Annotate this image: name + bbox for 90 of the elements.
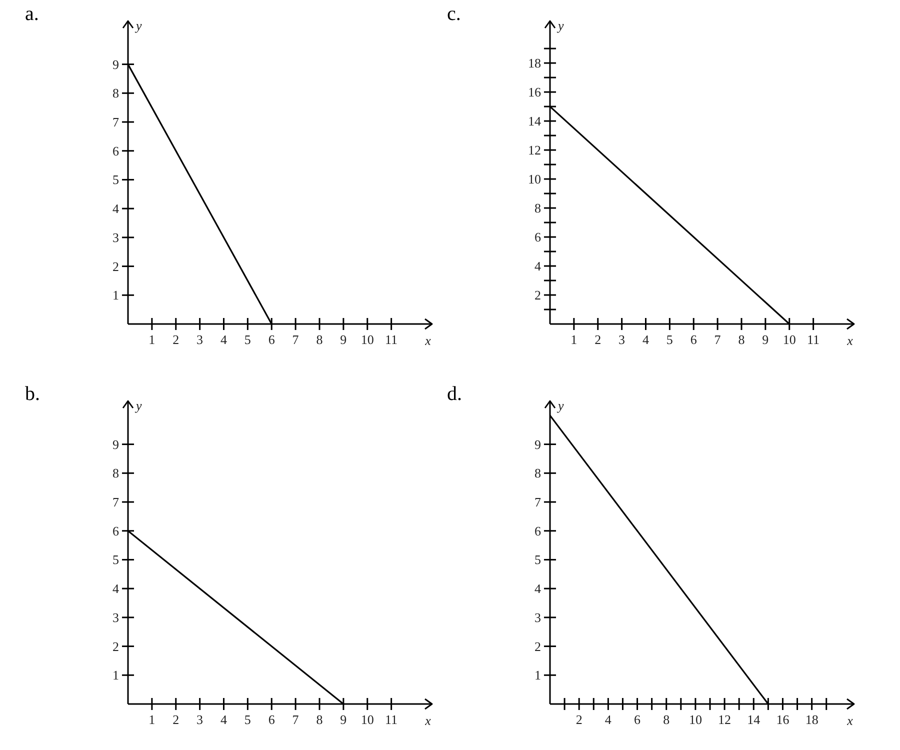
x-tick-label: 10 xyxy=(360,712,374,727)
x-tick-label: 7 xyxy=(714,332,722,347)
chart-title: d. xyxy=(447,382,462,406)
x-tick-label: 7 xyxy=(292,712,300,727)
x-tick-label: 7 xyxy=(292,332,300,347)
x-tick-label: 8 xyxy=(316,712,323,727)
x-tick-label: 4 xyxy=(642,332,650,347)
x-tick-label: 1 xyxy=(148,712,156,727)
x-tick-label: 6 xyxy=(634,712,642,727)
x-tick-label: 6 xyxy=(690,332,698,347)
x-tick-label: 8 xyxy=(663,712,670,727)
y-tick-label: 3 xyxy=(112,230,119,245)
x-tick-label: 18 xyxy=(805,712,818,727)
x-tick-label: 5 xyxy=(244,332,251,347)
chart-title: b. xyxy=(25,382,40,406)
y-tick-label: 8 xyxy=(112,466,119,481)
y-tick-label: 9 xyxy=(112,436,119,452)
y-tick-label: 9 xyxy=(112,56,119,72)
y-tick-label: 10 xyxy=(528,172,541,187)
y-tick-label: 8 xyxy=(534,200,541,216)
y-tick-label: 12 xyxy=(528,142,541,158)
y-tick-label: 16 xyxy=(528,84,542,100)
y-tick-label: 1 xyxy=(112,668,119,683)
x-tick-label: 10 xyxy=(360,332,374,347)
x-tick-label: 9 xyxy=(340,712,347,727)
x-tick-label: 3 xyxy=(196,712,204,727)
x-tick-label: 2 xyxy=(172,712,180,727)
x-tick-label: 14 xyxy=(747,712,761,727)
x-tick-label: 2 xyxy=(594,332,602,347)
x-tick-label: 4 xyxy=(220,332,228,347)
y-axis-title: y xyxy=(556,18,564,33)
x-axis-title: x xyxy=(846,713,854,728)
y-axis-title: y xyxy=(134,18,142,33)
x-tick-label: 9 xyxy=(340,332,347,347)
x-tick-label: 5 xyxy=(244,712,251,727)
y-tick-label: 5 xyxy=(112,172,119,188)
y-axis-title: y xyxy=(134,398,142,413)
y-tick-label: 7 xyxy=(112,494,120,510)
y-tick-label: 2 xyxy=(534,288,541,303)
y-tick-label: 4 xyxy=(534,258,542,274)
x-axis-title: x xyxy=(846,333,854,348)
x-tick-label: 4 xyxy=(220,712,228,727)
x-tick-label: 5 xyxy=(666,332,673,347)
y-axis-title: y xyxy=(556,398,564,413)
y-tick-label: 6 xyxy=(112,523,120,538)
y-tick-label: 9 xyxy=(534,436,541,452)
y-tick-label: 1 xyxy=(534,668,541,683)
y-tick-label: 4 xyxy=(112,201,120,216)
y-tick-label: 4 xyxy=(534,581,542,596)
x-tick-label: 8 xyxy=(738,332,745,347)
y-tick-label: 7 xyxy=(534,494,542,510)
x-tick-label: 1 xyxy=(570,332,578,347)
x-tick-label: 10 xyxy=(782,332,796,347)
y-tick-label: 14 xyxy=(528,114,542,129)
y-tick-label: 1 xyxy=(112,288,119,303)
x-tick-label: 12 xyxy=(718,712,732,727)
x-tick-label: 2 xyxy=(172,332,180,347)
x-tick-label: 11 xyxy=(385,712,398,727)
y-tick-label: 6 xyxy=(534,523,542,538)
y-tick-label: 3 xyxy=(534,610,541,625)
y-tick-label: 7 xyxy=(112,114,120,130)
y-tick-label: 3 xyxy=(112,610,119,625)
x-axis-title: x xyxy=(424,713,432,728)
x-tick-label: 11 xyxy=(385,332,398,347)
y-tick-label: 6 xyxy=(112,143,120,158)
x-tick-label: 10 xyxy=(688,712,702,727)
x-tick-label: 6 xyxy=(268,712,276,727)
x-tick-label: 8 xyxy=(316,332,323,347)
x-tick-label: 9 xyxy=(762,332,769,347)
x-tick-label: 11 xyxy=(807,332,820,347)
x-tick-label: 6 xyxy=(268,332,276,347)
y-tick-label: 5 xyxy=(112,552,119,568)
y-tick-label: 2 xyxy=(534,638,541,654)
y-tick-label: 2 xyxy=(112,638,119,654)
chart-title: a. xyxy=(25,2,39,26)
x-axis-title: x xyxy=(424,333,432,348)
x-tick-label: 3 xyxy=(196,332,204,347)
x-tick-label: 4 xyxy=(604,712,612,727)
y-tick-label: 2 xyxy=(112,258,119,274)
y-tick-label: 8 xyxy=(534,466,541,481)
x-tick-label: 1 xyxy=(148,332,156,347)
y-tick-label: 5 xyxy=(534,552,541,568)
y-tick-label: 18 xyxy=(528,56,541,71)
x-tick-label: 2 xyxy=(576,712,582,727)
y-tick-label: 8 xyxy=(112,86,119,101)
x-tick-label: 3 xyxy=(618,332,626,347)
y-tick-label: 6 xyxy=(534,230,542,245)
x-tick-label: 16 xyxy=(776,712,790,727)
y-tick-label: 4 xyxy=(112,581,120,596)
chart-title: c. xyxy=(447,2,461,26)
